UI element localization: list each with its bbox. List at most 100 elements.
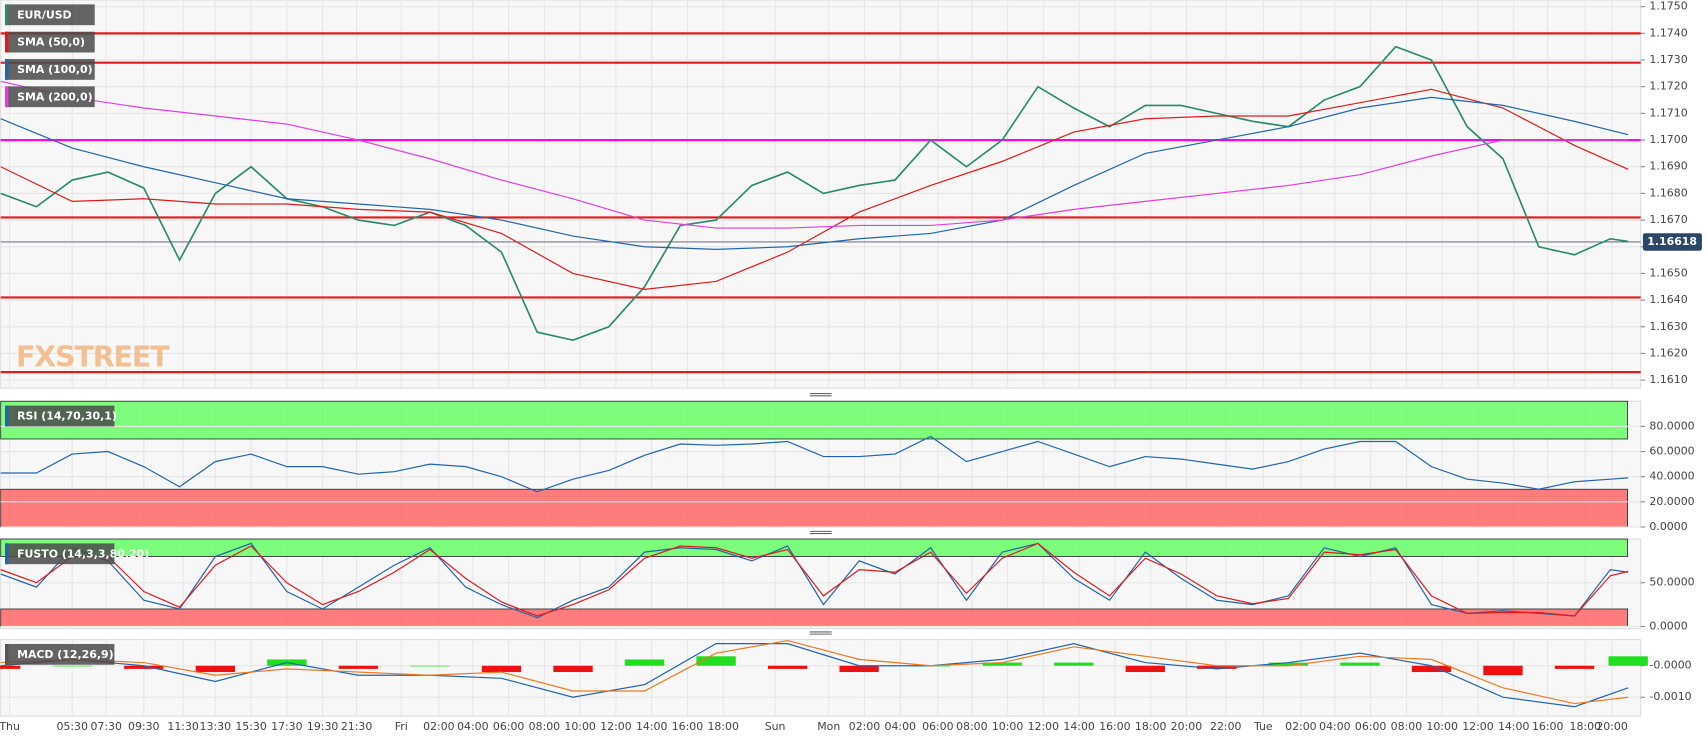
y-tick-label: 1.1750 xyxy=(1649,0,1687,13)
histogram-bar xyxy=(1054,662,1094,666)
x-tick-label: 16:00 xyxy=(672,720,704,733)
histogram-bar xyxy=(1483,665,1523,676)
y-tick-label: 40.0000 xyxy=(1649,470,1694,483)
zone xyxy=(0,608,1629,627)
x-tick-label: 18:00 xyxy=(1570,720,1602,733)
histogram-bar xyxy=(0,665,21,669)
y-tick-label: 1.1740 xyxy=(1649,26,1687,39)
x-tick-label: 22:00 xyxy=(1210,720,1242,733)
legend-label: SMA (100,0) xyxy=(17,63,93,76)
x-tick-label: 17:30 xyxy=(271,720,303,733)
x-tick-label: Mon xyxy=(817,720,840,733)
legend-item: FUSTO (14,3,3,80,20) xyxy=(5,543,149,565)
x-tick-label: 18:00 xyxy=(707,720,739,733)
legend-label: MACD (12,26,9) xyxy=(17,648,113,661)
y-tick-label: 1.1650 xyxy=(1649,266,1687,279)
x-tick-label: 05:30 xyxy=(56,720,88,733)
panel-background xyxy=(0,0,1642,389)
legend-label: SMA (50,0) xyxy=(17,36,85,49)
histogram-bar xyxy=(553,665,593,673)
legend-swatch xyxy=(5,4,9,26)
y-tick-label: 50.0000 xyxy=(1649,576,1694,589)
legend-swatch xyxy=(5,86,9,108)
y-tick-label: 1.1700 xyxy=(1649,133,1687,146)
y-tick-label: 1.1680 xyxy=(1649,186,1687,199)
x-tick-label: 20:00 xyxy=(1596,720,1628,733)
histogram-bar xyxy=(1125,665,1165,673)
histogram-bar xyxy=(624,659,665,666)
histogram-bar xyxy=(124,665,164,669)
histogram-bar xyxy=(481,665,522,673)
legend-box xyxy=(5,59,95,80)
x-tick-label: 11:30 xyxy=(167,720,199,733)
histogram-bar xyxy=(1197,665,1237,669)
x-tick-label: 16:00 xyxy=(1099,720,1131,733)
histogram-bar xyxy=(410,665,450,667)
histogram-bar xyxy=(1268,662,1309,666)
y-tick-label: 1.1720 xyxy=(1649,80,1687,93)
x-tick-label: 12:00 xyxy=(1028,720,1060,733)
x-tick-label: 04:00 xyxy=(457,720,489,733)
series-line xyxy=(0,88,1629,291)
histogram-bar xyxy=(839,665,879,673)
series-line xyxy=(0,96,1629,250)
legend-box xyxy=(5,86,95,108)
histogram-bar xyxy=(1608,656,1648,666)
legend-item: RSI (14,70,30,1) xyxy=(5,405,117,427)
series-line xyxy=(0,643,1629,708)
y-tick-label: 1.1710 xyxy=(1649,106,1687,119)
x-tick-label: 02:00 xyxy=(1285,720,1317,733)
y-tick-label: 1.1730 xyxy=(1649,53,1687,66)
legend-label: RSI (14,70,30,1) xyxy=(17,410,117,423)
x-tick-label: 18:00 xyxy=(1135,720,1167,733)
y-tick-label: 1.1640 xyxy=(1649,293,1687,306)
x-tick-label: 12:00 xyxy=(600,720,632,733)
legend-box xyxy=(5,405,115,427)
x-tick-label: 16:00 xyxy=(1532,720,1564,733)
series-line xyxy=(0,639,1629,705)
histogram-bar xyxy=(52,665,92,667)
last-price-label: 1.16618 xyxy=(1647,235,1697,248)
x-tick-label: 06:00 xyxy=(493,720,525,733)
y-tick-label: 1.1610 xyxy=(1649,373,1687,386)
series-line xyxy=(0,542,1629,617)
legend-item: SMA (100,0) xyxy=(5,59,95,80)
x-tick-label: 21:30 xyxy=(341,720,373,733)
legend-swatch xyxy=(5,31,9,53)
histogram-bar xyxy=(338,665,379,669)
y-tick-label: 1.1670 xyxy=(1649,213,1687,226)
series-line xyxy=(0,80,1629,229)
legend-label: SMA (200,0) xyxy=(17,90,93,103)
x-tick-label: 07:30 xyxy=(90,720,122,733)
legend-item: SMA (200,0) xyxy=(5,86,95,108)
legend-label: EUR/USD xyxy=(17,8,72,21)
x-tick-label: 19:30 xyxy=(307,720,339,733)
x-tick-label: 06:00 xyxy=(1355,720,1387,733)
watermark: FXSTREET xyxy=(16,341,170,374)
series-line xyxy=(0,45,1629,341)
y-tick-label: 0.0000 xyxy=(1649,619,1687,632)
legend-swatch xyxy=(5,405,9,427)
zone xyxy=(0,400,1629,440)
histogram-bar xyxy=(696,656,736,666)
legend-item: SMA (50,0) xyxy=(5,31,95,53)
x-tick-label: 13:30 xyxy=(200,720,232,733)
y-tick-label: 0.0000 xyxy=(1649,520,1687,533)
y-tick-label: 1.1690 xyxy=(1649,160,1687,173)
x-tick-label: 08:00 xyxy=(1391,720,1423,733)
x-tick-label: 14:00 xyxy=(1498,720,1530,733)
x-tick-label: 06:00 xyxy=(922,720,954,733)
y-tick-label: -0.0010 xyxy=(1649,690,1691,703)
x-tick-label: 14:00 xyxy=(1063,720,1095,733)
zone xyxy=(0,488,1629,528)
x-tick-label: 04:00 xyxy=(1319,720,1351,733)
y-tick-label: 60.0000 xyxy=(1649,445,1694,458)
legend-box xyxy=(5,31,95,53)
x-tick-label: 10:00 xyxy=(564,720,596,733)
legend-swatch xyxy=(5,643,9,665)
zone xyxy=(0,538,1629,557)
histogram-bar xyxy=(1554,665,1595,669)
legend-swatch xyxy=(5,59,9,80)
histogram-bar xyxy=(767,665,808,669)
